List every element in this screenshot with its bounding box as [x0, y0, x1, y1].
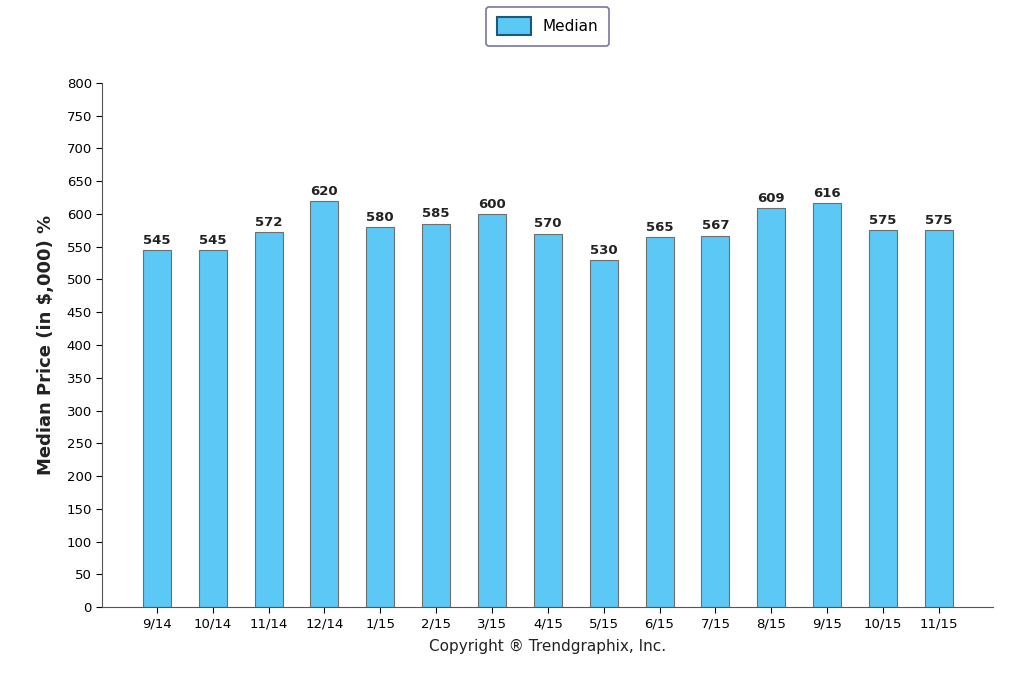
- Bar: [143, 250, 171, 607]
- Text: 580: 580: [367, 210, 394, 224]
- Bar: [367, 227, 394, 607]
- Bar: [478, 214, 506, 607]
- Text: 609: 609: [758, 192, 785, 205]
- Text: 570: 570: [535, 217, 561, 230]
- Legend: Median: Median: [486, 6, 609, 46]
- Bar: [758, 208, 785, 607]
- Bar: [422, 224, 451, 607]
- Text: 572: 572: [255, 216, 283, 229]
- Text: 620: 620: [310, 184, 338, 197]
- Text: 585: 585: [422, 208, 450, 220]
- Text: 565: 565: [646, 221, 674, 233]
- Bar: [869, 230, 897, 607]
- Text: 600: 600: [478, 197, 506, 210]
- Bar: [255, 233, 283, 607]
- Bar: [590, 259, 617, 607]
- Text: 545: 545: [143, 234, 171, 246]
- Text: 575: 575: [925, 214, 952, 227]
- Bar: [925, 230, 952, 607]
- X-axis label: Copyright ® Trendgraphix, Inc.: Copyright ® Trendgraphix, Inc.: [429, 639, 667, 654]
- Text: 530: 530: [590, 244, 617, 257]
- Text: 616: 616: [813, 187, 841, 200]
- Text: 545: 545: [199, 234, 226, 246]
- Y-axis label: Median Price (in $,000) %: Median Price (in $,000) %: [38, 215, 55, 475]
- Bar: [701, 235, 729, 607]
- Text: 575: 575: [869, 214, 897, 227]
- Bar: [199, 250, 226, 607]
- Bar: [534, 233, 562, 607]
- Text: 567: 567: [701, 219, 729, 233]
- Bar: [813, 204, 841, 607]
- Bar: [645, 237, 674, 607]
- Bar: [310, 201, 338, 607]
